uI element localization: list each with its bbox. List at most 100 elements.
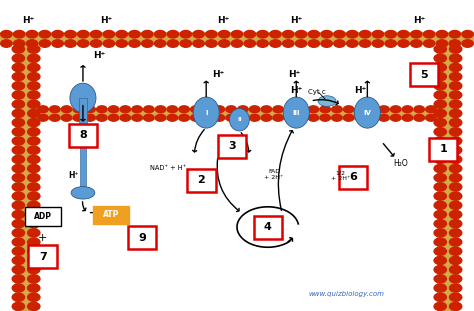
Circle shape <box>12 146 25 154</box>
Circle shape <box>321 40 332 47</box>
Circle shape <box>50 106 60 113</box>
Circle shape <box>27 146 40 154</box>
Ellipse shape <box>193 97 219 128</box>
Circle shape <box>12 201 25 209</box>
Circle shape <box>434 183 447 191</box>
Circle shape <box>434 201 447 209</box>
Text: H⁺: H⁺ <box>290 16 302 25</box>
Circle shape <box>14 40 25 47</box>
Circle shape <box>346 40 358 47</box>
Ellipse shape <box>354 97 380 128</box>
Text: H⁺: H⁺ <box>68 171 79 180</box>
Text: III: III <box>292 109 300 116</box>
Circle shape <box>359 40 371 47</box>
Circle shape <box>231 40 243 47</box>
Circle shape <box>27 63 40 72</box>
Circle shape <box>308 40 319 47</box>
Circle shape <box>226 106 237 113</box>
Circle shape <box>308 114 319 121</box>
Text: +: + <box>38 233 47 243</box>
Circle shape <box>434 137 447 145</box>
Circle shape <box>155 40 166 47</box>
Circle shape <box>426 114 436 121</box>
Circle shape <box>320 106 330 113</box>
Bar <box>26 46 448 107</box>
Circle shape <box>296 106 307 113</box>
Circle shape <box>434 82 447 90</box>
Circle shape <box>449 284 462 292</box>
Text: 6: 6 <box>349 172 357 182</box>
Ellipse shape <box>71 187 95 199</box>
Circle shape <box>27 82 40 90</box>
Circle shape <box>27 72 40 81</box>
Circle shape <box>39 40 51 47</box>
Circle shape <box>202 106 213 113</box>
Circle shape <box>372 30 383 38</box>
Bar <box>37 108 437 119</box>
Circle shape <box>27 293 40 301</box>
Circle shape <box>344 114 354 121</box>
Circle shape <box>12 238 25 246</box>
Text: 8: 8 <box>79 130 87 140</box>
Bar <box>0 0 474 32</box>
Circle shape <box>379 106 389 113</box>
Circle shape <box>346 30 358 38</box>
Circle shape <box>129 40 140 47</box>
Circle shape <box>449 54 462 62</box>
Circle shape <box>12 302 25 310</box>
Text: Cyt c: Cyt c <box>308 89 326 95</box>
Circle shape <box>180 40 191 47</box>
Circle shape <box>12 284 25 292</box>
Circle shape <box>27 45 40 53</box>
Circle shape <box>27 128 40 136</box>
Text: 7: 7 <box>39 252 46 262</box>
Circle shape <box>257 40 268 47</box>
Circle shape <box>270 30 281 38</box>
Circle shape <box>434 247 447 255</box>
Circle shape <box>320 114 330 121</box>
Text: 2: 2 <box>198 175 205 185</box>
Circle shape <box>12 174 25 182</box>
Circle shape <box>12 247 25 255</box>
Circle shape <box>12 266 25 274</box>
Circle shape <box>12 192 25 200</box>
Circle shape <box>38 114 48 121</box>
Circle shape <box>355 114 365 121</box>
Circle shape <box>285 114 295 121</box>
Circle shape <box>449 72 462 81</box>
Circle shape <box>27 54 40 62</box>
Circle shape <box>85 106 95 113</box>
Circle shape <box>436 40 447 47</box>
Circle shape <box>73 106 83 113</box>
Circle shape <box>449 302 462 310</box>
Circle shape <box>423 30 435 38</box>
Circle shape <box>39 30 51 38</box>
Circle shape <box>449 192 462 200</box>
Circle shape <box>27 100 40 108</box>
FancyBboxPatch shape <box>128 226 156 249</box>
Circle shape <box>12 45 25 53</box>
Circle shape <box>219 30 230 38</box>
Circle shape <box>27 91 40 99</box>
Circle shape <box>295 30 307 38</box>
Circle shape <box>434 72 447 81</box>
Circle shape <box>12 128 25 136</box>
Circle shape <box>434 293 447 301</box>
Circle shape <box>12 220 25 228</box>
FancyBboxPatch shape <box>339 166 367 189</box>
Circle shape <box>434 118 447 127</box>
Circle shape <box>410 40 422 47</box>
Circle shape <box>285 106 295 113</box>
Circle shape <box>27 137 40 145</box>
Circle shape <box>244 40 255 47</box>
Circle shape <box>449 174 462 182</box>
Circle shape <box>434 284 447 292</box>
Circle shape <box>449 201 462 209</box>
Circle shape <box>449 266 462 274</box>
Circle shape <box>180 30 191 38</box>
Circle shape <box>308 30 319 38</box>
Circle shape <box>334 40 345 47</box>
Circle shape <box>449 30 460 38</box>
Text: I: I <box>205 109 208 116</box>
Circle shape <box>449 183 462 191</box>
